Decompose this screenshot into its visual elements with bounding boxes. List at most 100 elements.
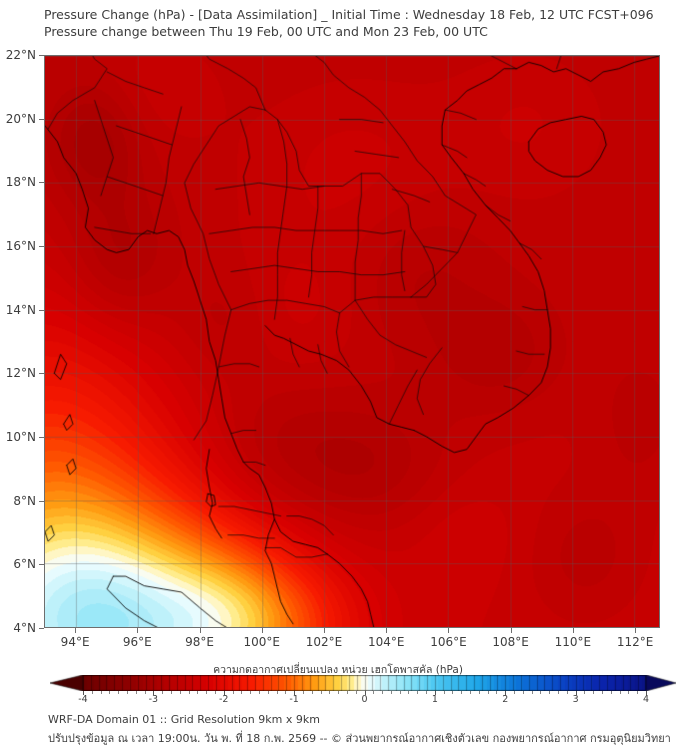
colorbar-minor-tick <box>346 691 348 694</box>
colorbar-major-tick <box>646 691 647 695</box>
colorbar-minor-tick <box>311 691 313 694</box>
colorbar-minor-tick <box>126 691 128 694</box>
colorbar-tick-label: -4 <box>78 694 88 705</box>
colorbar-minor-tick <box>443 691 445 694</box>
y-axis-tick-mark <box>39 373 44 375</box>
x-axis-tick-mark <box>386 628 388 633</box>
colorbar-major-tick <box>364 691 366 695</box>
colorbar-minor-tick <box>417 691 419 694</box>
x-axis-tick-mark <box>199 628 201 633</box>
colorbar-minor-tick <box>487 691 489 694</box>
colorbar-minor-tick <box>637 691 639 694</box>
x-axis-tick-mark <box>137 628 139 633</box>
y-axis-tick-label: 10°N <box>5 430 36 444</box>
colorbar-minor-tick <box>241 691 243 694</box>
x-axis-tick-mark <box>261 628 263 633</box>
colorbar-minor-tick <box>408 691 410 694</box>
map-plot-area[interactable] <box>44 55 660 628</box>
x-axis-tick-label: 106°E <box>430 635 467 649</box>
y-axis-tick-label: 12°N <box>5 366 36 381</box>
x-axis-tick-label: 102°E <box>305 635 343 649</box>
colorbar-minor-tick <box>461 691 463 694</box>
colorbar-minor-tick <box>610 691 612 694</box>
x-axis-tick-label: 110°E <box>554 635 592 649</box>
colorbar-minor-tick <box>232 691 234 694</box>
colorbar-label: ความกดอากาศเปลี่ยนแปลง หน่วย เฮกโตพาสคัล… <box>213 664 463 676</box>
colorbar-minor-tick <box>267 691 269 694</box>
y-axis-tick-mark <box>39 182 44 184</box>
colorbar-minor-tick <box>197 691 199 694</box>
colorbar-minor-tick <box>118 691 120 694</box>
colorbar-minor-tick <box>144 691 146 694</box>
footer-block: WRF-DA Domain 01 :: Grid Resolution 9km … <box>48 710 671 748</box>
colorbar-major-tick <box>434 691 436 695</box>
colorbar-minor-tick <box>522 691 524 694</box>
colorbar-major-tick <box>83 691 84 695</box>
x-axis-tick-label: 100°E <box>243 635 281 649</box>
colorbar-minor-tick <box>329 691 331 694</box>
colorbar-tick-label: 4 <box>642 694 650 705</box>
colorbar-minor-tick <box>452 691 454 694</box>
colorbar-minor-tick <box>170 691 172 694</box>
y-axis-tick-label: 14°N <box>5 302 36 317</box>
colorbar-tick-label: 2 <box>502 694 509 705</box>
x-axis-tick-mark <box>324 628 325 633</box>
colorbar-minor-tick <box>109 691 111 694</box>
colorbar-minor-tick <box>355 691 357 694</box>
colorbar-minor-tick <box>135 691 137 694</box>
colorbar-minor-tick <box>250 691 252 694</box>
pressure-change-heatmap <box>45 56 659 627</box>
x-axis-tick-mark <box>510 628 512 633</box>
colorbar-minor-tick <box>540 691 542 694</box>
colorbar-ticks: -4 -3 -2 -1 0 1 2 3 4 <box>50 691 650 707</box>
colorbar-minor-tick <box>320 691 322 694</box>
y-axis-tick-label: 4°N <box>13 621 36 635</box>
chart-title-block: Pressure Change (hPa) - [Data Assimilati… <box>44 6 664 40</box>
colorbar-minor-tick <box>162 691 164 694</box>
colorbar-minor-tick <box>619 691 621 694</box>
colorbar-tick-label: 1 <box>431 694 438 705</box>
chart-title-line-2: Pressure change between Thu 19 Feb, 00 U… <box>44 24 488 39</box>
x-axis-tick-mark <box>572 628 574 633</box>
y-axis-tick-label: 8°N <box>13 493 36 508</box>
colorbar-minor-tick <box>558 691 560 694</box>
y-axis-tick-mark <box>39 628 44 629</box>
colorbar-minor-tick <box>496 691 498 694</box>
colorbar-minor-tick <box>593 691 595 694</box>
colorbar-tick-label: 3 <box>572 694 579 705</box>
colorbar-minor-tick <box>179 691 181 694</box>
y-axis-tick-mark <box>39 55 44 56</box>
colorbar-minor-tick <box>373 691 375 694</box>
colorbar-minor-tick <box>258 691 260 694</box>
colorbar-minor-tick <box>399 691 401 694</box>
colorbar-tick-label: -1 <box>289 694 299 705</box>
colorbar-minor-tick <box>514 691 516 694</box>
colorbar-minor-tick <box>276 691 278 694</box>
y-axis-tick-mark <box>39 309 44 311</box>
colorbar-gradient-canvas <box>83 675 646 691</box>
colorbar-minor-tick <box>478 691 480 694</box>
colorbar-minor-tick <box>100 691 102 694</box>
colorbar-minor-tick <box>214 691 216 694</box>
colorbar-minor-tick <box>470 691 472 694</box>
footer-credit: ปรับปรุงข้อมูล ณ เวลา 19:00น. วัน พ. ที่… <box>48 732 671 745</box>
y-axis-tick-mark <box>39 500 44 502</box>
x-axis-tick-label: 94°E <box>60 635 90 649</box>
colorbar-minor-tick <box>91 691 93 694</box>
y-axis-tick-mark <box>39 564 44 566</box>
colorbar-minor-tick <box>382 691 384 694</box>
colorbar-tick-label: -3 <box>148 694 159 705</box>
x-axis-tick-label: 112°E <box>616 635 654 649</box>
x-axis-tick-mark <box>448 628 450 633</box>
colorbar-major-tick <box>505 691 507 695</box>
colorbar-tick-label: -2 <box>219 694 229 705</box>
colorbar-minor-tick <box>338 691 340 694</box>
colorbar-minor-tick <box>302 691 304 694</box>
colorbar-minor-tick <box>188 691 190 694</box>
chart-title-line-1: Pressure Change (hPa) - [Data Assimilati… <box>44 7 654 22</box>
colorbar-minor-tick <box>285 691 287 694</box>
y-axis-tick-mark <box>39 246 44 247</box>
x-axis-tick-label: 108°E <box>492 635 529 649</box>
x-axis-tick-mark <box>75 628 77 633</box>
y-axis-tick-label: 22°N <box>5 48 36 62</box>
